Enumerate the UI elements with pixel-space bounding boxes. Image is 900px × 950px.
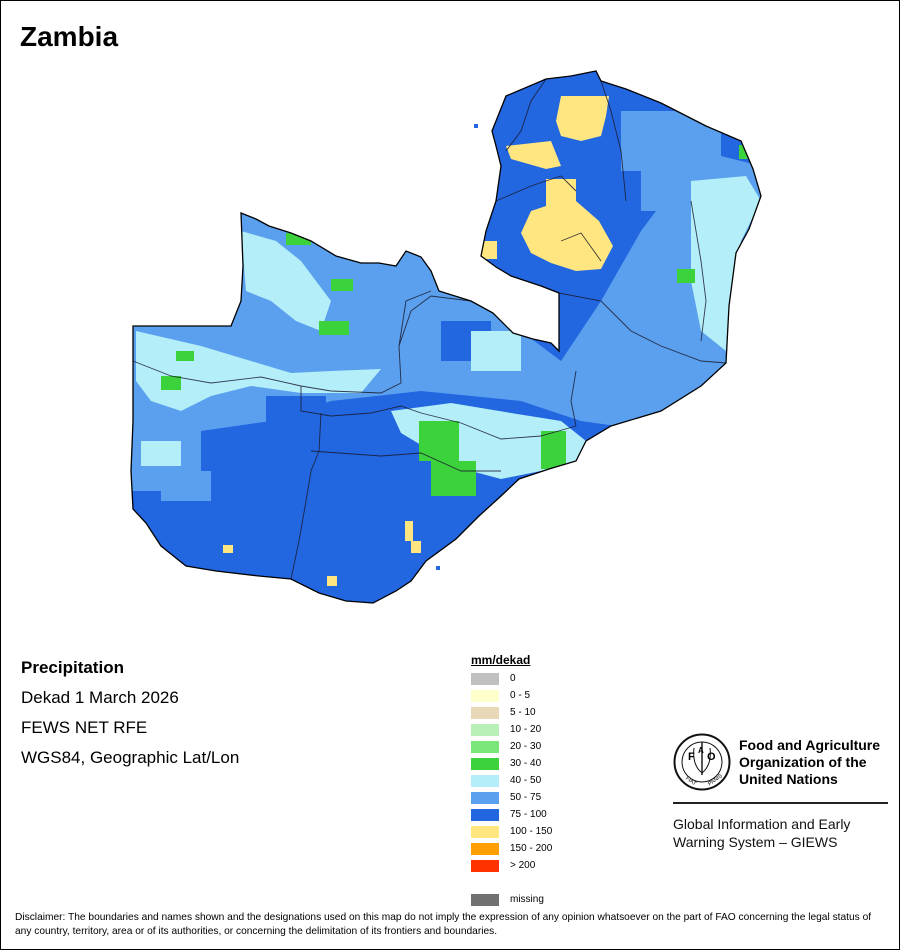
- legend-swatch: [471, 775, 499, 787]
- legend-swatch: [471, 826, 499, 838]
- legend-label: missing: [510, 894, 544, 905]
- legend-swatch: [471, 758, 499, 770]
- logo-divider: [673, 802, 888, 804]
- legend-swatch: [471, 690, 499, 702]
- legend-unit: mm/dekad: [471, 653, 531, 667]
- giews-name: Global Information and Early Warning Sys…: [673, 815, 888, 851]
- legend-label: 10 - 20: [510, 724, 542, 735]
- legend-swatch: [471, 894, 499, 906]
- fao-emblem: F A O FIAT PANIS: [673, 733, 731, 791]
- giews-line: Global Information and Early: [673, 816, 851, 832]
- map-info-block: Precipitation Dekad 1 March 2026 FEWS NE…: [21, 657, 239, 777]
- fao-name-line: Organization of the: [739, 754, 867, 770]
- legend-label: 5 - 10: [510, 707, 536, 718]
- svg-text:F: F: [688, 751, 695, 763]
- svg-text:FIAT: FIAT: [684, 776, 697, 788]
- legend-swatch: [471, 809, 499, 821]
- fao-name: Food and Agriculture Organization of the…: [739, 737, 899, 788]
- legend-label: 0: [510, 673, 516, 684]
- svg-text:O: O: [707, 751, 716, 763]
- legend-swatch: [471, 860, 499, 872]
- legend-label: 75 - 100: [510, 809, 547, 820]
- legend-swatch: [471, 792, 499, 804]
- legend-label: 150 - 200: [510, 843, 553, 854]
- legend-swatch: [471, 741, 499, 753]
- legend-label: > 200: [510, 860, 536, 871]
- period-label: Dekad 1 March 2026: [21, 688, 179, 707]
- fao-name-line: Food and Agriculture: [739, 737, 881, 753]
- svg-text:A: A: [698, 746, 704, 755]
- legend: mm/dekad 0 0 - 5 5 - 10 10 - 20 20 - 30 30 - …: [471, 653, 552, 906]
- giews-line: Warning System – GIEWS: [673, 834, 838, 850]
- map-title: Zambia: [20, 21, 119, 52]
- legend-swatch: [471, 724, 499, 736]
- fao-name-line: United Nations: [739, 771, 838, 787]
- variable-label: Precipitation: [21, 658, 124, 677]
- projection-label: WGS84, Geographic Lat/Lon: [21, 748, 240, 767]
- legend-label: 50 - 75: [510, 792, 542, 803]
- legend-swatch: [471, 673, 499, 685]
- legend-label: 0 - 5: [510, 690, 531, 701]
- legend-swatch: [471, 707, 499, 719]
- source-label: FEWS NET RFE: [21, 718, 148, 737]
- legend-label: 30 - 40: [510, 758, 542, 769]
- legend-label: 100 - 150: [510, 826, 553, 837]
- zambia-precipitation-map: [130, 70, 762, 604]
- legend-label: 40 - 50: [510, 775, 542, 786]
- disclaimer: Disclaimer: The boundaries and names sho…: [15, 912, 872, 937]
- legend-swatch: [471, 843, 499, 855]
- legend-label: 20 - 30: [510, 741, 542, 752]
